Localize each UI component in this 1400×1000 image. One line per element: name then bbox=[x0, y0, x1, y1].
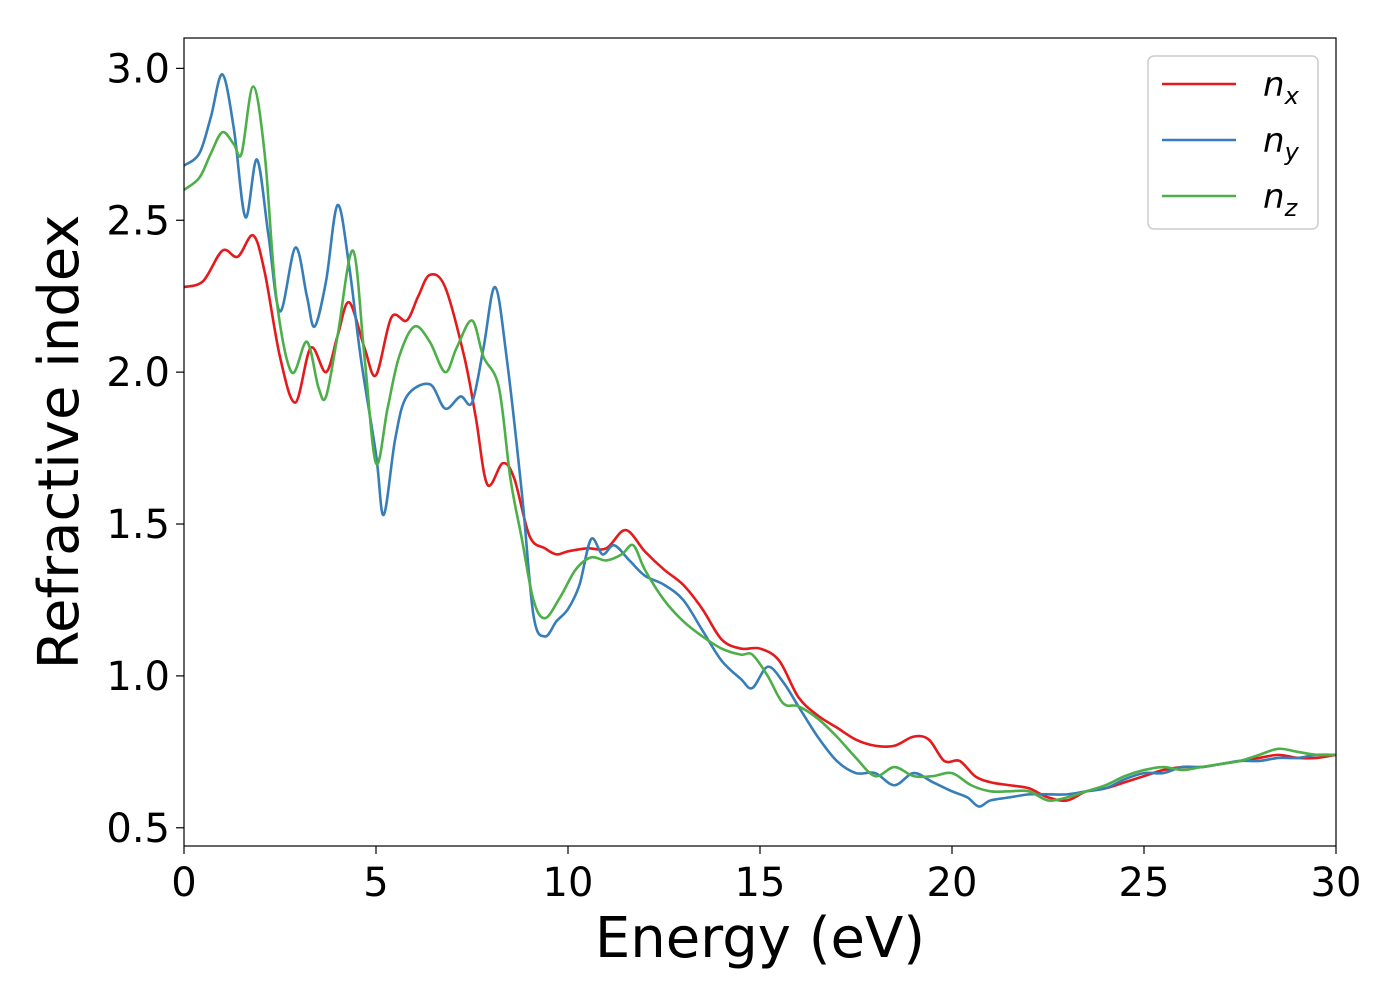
y-tick-label: 2.5 bbox=[106, 198, 170, 244]
y-tick-label: 2.0 bbox=[106, 350, 170, 396]
plot-background bbox=[184, 38, 1336, 846]
y-tick-label: 1.0 bbox=[106, 654, 170, 700]
y-tick-label: 3.0 bbox=[106, 46, 170, 92]
y-tick-label: 0.5 bbox=[106, 806, 170, 852]
y-axis-label: Refractive index bbox=[27, 215, 92, 670]
x-tick-label: 30 bbox=[1311, 860, 1362, 906]
legend-label-nx: nx bbox=[1263, 65, 1300, 110]
legend-label-ny: ny bbox=[1263, 121, 1300, 166]
x-tick-label: 20 bbox=[927, 860, 978, 906]
x-tick-label: 10 bbox=[543, 860, 594, 906]
y-axis-ticks: 0.5 1.0 1.5 2.0 2.5 3.0 bbox=[106, 46, 184, 852]
x-tick-label: 5 bbox=[363, 860, 388, 906]
legend: nx ny nz bbox=[1147, 55, 1319, 230]
x-tick-label: 0 bbox=[171, 860, 196, 906]
y-tick-label: 1.5 bbox=[106, 502, 170, 548]
series-layer bbox=[183, 73, 1337, 808]
series-line-nx bbox=[183, 234, 1337, 802]
x-tick-label: 25 bbox=[1119, 860, 1170, 906]
legend-box bbox=[1147, 55, 1319, 230]
legend-label-nz: nz bbox=[1263, 177, 1299, 222]
x-tick-label: 15 bbox=[735, 860, 786, 906]
series-line-nz bbox=[183, 85, 1337, 802]
x-axis-ticks: 0 5 10 15 20 25 30 bbox=[171, 846, 1361, 906]
x-axis-label: Energy (eV) bbox=[595, 906, 925, 971]
